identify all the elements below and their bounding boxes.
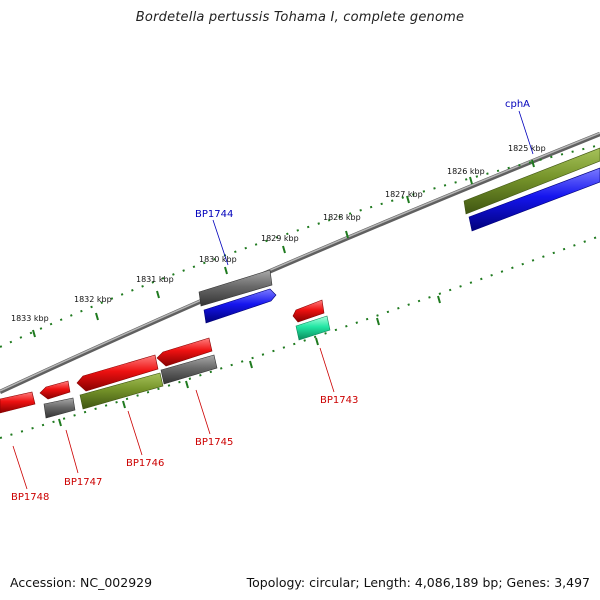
reverse-strand-genes <box>0 299 331 419</box>
gene-BP1747[interactable] <box>43 397 76 419</box>
scale-label-1832: 1832 kbp <box>74 295 112 304</box>
gene-BP1744[interactable] <box>198 269 273 307</box>
label-BP1747[interactable]: BP1747 <box>64 477 102 488</box>
scale-label-1825: 1825 kbp <box>508 144 546 153</box>
label-cphA[interactable]: cphA <box>505 99 530 110</box>
map-title: Bordetella pertussis Tohama I, complete … <box>135 10 465 25</box>
accession-text: Accession: NC_002929 <box>10 575 153 590</box>
gene-labels: cphA BP1744 BP1743 BP1745 BP1746 BP1747 … <box>11 99 530 503</box>
label-BP1748[interactable]: BP1748 <box>11 492 49 503</box>
gene-BP1745-red[interactable] <box>156 337 213 367</box>
label-leaders <box>12 110 534 490</box>
label-BP1745[interactable]: BP1745 <box>195 437 233 448</box>
scale-label-1828: 1828 kbp <box>323 213 361 222</box>
scale-labels: 1825 kbp 1826 kbp 1827 kbp 1828 kbp 1829… <box>11 144 546 323</box>
topology-text: Topology: circular; Length: 4,086,189 bp… <box>246 575 590 590</box>
scale-label-1827: 1827 kbp <box>385 190 423 199</box>
gene-BP1746-red[interactable] <box>76 354 159 392</box>
gene-BP1746[interactable] <box>79 372 164 410</box>
label-BP1744[interactable]: BP1744 <box>195 209 233 220</box>
gene-BP1744-blue[interactable] <box>203 288 277 324</box>
gene-BP1745[interactable] <box>160 354 218 385</box>
scale-label-1831: 1831 kbp <box>136 275 174 284</box>
gene-BP1747-red[interactable] <box>39 380 71 400</box>
scale-label-1833: 1833 kbp <box>11 314 49 323</box>
scale-label-1826: 1826 kbp <box>447 167 485 176</box>
gene-BP1743[interactable] <box>295 315 331 341</box>
scale-track-inner <box>0 235 600 439</box>
gene-BP1748[interactable] <box>0 391 36 414</box>
forward-strand-genes <box>198 147 600 324</box>
gene-BP1743-red[interactable] <box>292 299 325 323</box>
label-BP1743[interactable]: BP1743 <box>320 395 358 406</box>
scale-label-1830: 1830 kbp <box>199 255 237 264</box>
genome-backbone <box>0 131 600 395</box>
scale-label-1829: 1829 kbp <box>261 234 299 243</box>
gene-cphA[interactable] <box>463 147 600 215</box>
label-BP1746[interactable]: BP1746 <box>126 458 164 469</box>
gene-cphA-product[interactable] <box>468 167 600 232</box>
scale-major-ticks <box>32 159 535 338</box>
